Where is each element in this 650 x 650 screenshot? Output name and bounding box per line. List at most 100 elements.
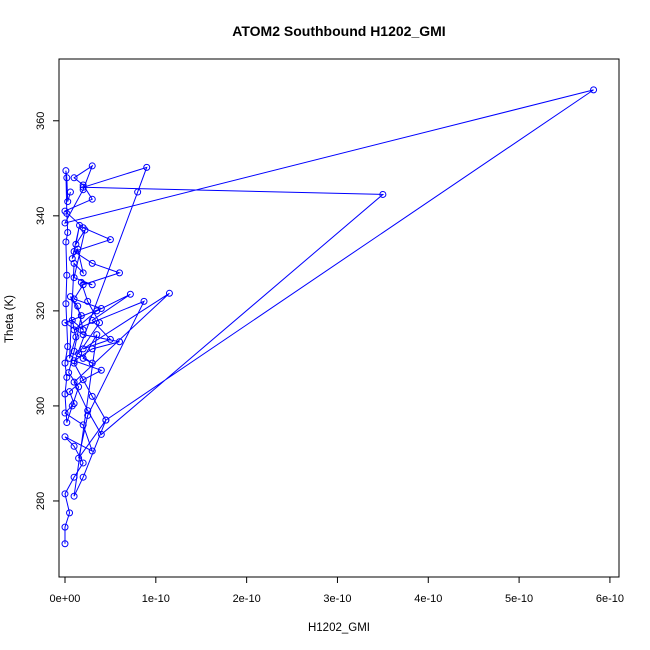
x-tick-label: 4e-10 xyxy=(414,593,442,605)
x-tick-label: 5e-10 xyxy=(505,593,533,605)
data-point xyxy=(66,293,74,301)
data-point xyxy=(62,167,70,175)
data-point xyxy=(79,376,87,384)
data-point xyxy=(70,326,78,334)
x-tick-label: 2e-10 xyxy=(233,593,261,605)
data-point xyxy=(77,312,85,320)
data-point xyxy=(115,269,123,277)
data-point xyxy=(74,245,82,253)
data-point xyxy=(64,228,72,236)
data-point xyxy=(66,188,74,196)
data-point xyxy=(61,219,69,227)
data-point xyxy=(93,331,101,339)
data-point xyxy=(79,326,87,334)
x-tick-label: 1e-10 xyxy=(142,593,170,605)
data-point xyxy=(96,319,104,327)
data-point xyxy=(88,281,96,289)
data-point xyxy=(88,359,96,367)
data-point xyxy=(68,316,76,324)
data-point xyxy=(79,459,87,467)
y-tick-label: 340 xyxy=(35,207,47,225)
data-point xyxy=(63,419,71,427)
data-point xyxy=(79,269,87,277)
data-point xyxy=(66,509,74,517)
data-point xyxy=(61,390,69,398)
data-point xyxy=(88,447,96,455)
data-point xyxy=(79,186,87,194)
data-point xyxy=(84,297,92,305)
data-point xyxy=(62,238,70,246)
data-point xyxy=(97,366,105,374)
data-point xyxy=(63,209,71,217)
x-tick-label: 0e+00 xyxy=(50,593,81,605)
data-point xyxy=(106,236,114,244)
data-point xyxy=(70,442,78,450)
data-point xyxy=(79,473,87,481)
data-point xyxy=(379,190,387,198)
data-point xyxy=(79,421,87,429)
data-point xyxy=(65,369,73,377)
series-line xyxy=(63,89,594,544)
y-tick-label: 320 xyxy=(35,302,47,320)
data-point xyxy=(97,430,105,438)
data-point xyxy=(79,345,87,353)
data-point xyxy=(70,359,78,367)
chart-title: ATOM2 Southbound H1202_GMI xyxy=(232,23,445,39)
data-point xyxy=(70,347,78,355)
y-tick-label: 360 xyxy=(35,112,47,130)
y-tick-label: 300 xyxy=(35,397,47,415)
data-point xyxy=(106,335,114,343)
x-axis: 0e+00 1e-10 2e-10 3e-10 4e-10 5e-10 6e-10 xyxy=(50,576,624,605)
data-point xyxy=(75,383,83,391)
data-point xyxy=(88,392,96,400)
data-point xyxy=(70,259,78,267)
data-point xyxy=(70,492,78,500)
data-point xyxy=(70,295,78,303)
data-point xyxy=(61,359,69,367)
data-point xyxy=(590,86,598,94)
y-axis-label: Theta (K) xyxy=(4,295,16,343)
data-point xyxy=(63,373,71,381)
series-layer xyxy=(61,86,598,548)
data-point xyxy=(143,163,151,171)
data-point xyxy=(77,278,85,286)
data-point xyxy=(75,454,83,462)
data-point xyxy=(79,331,87,339)
data-point xyxy=(79,183,87,191)
data-point xyxy=(81,226,89,234)
x-tick-label: 3e-10 xyxy=(323,593,351,605)
data-point xyxy=(66,354,74,362)
data-point xyxy=(70,473,78,481)
data-point xyxy=(134,188,142,196)
data-point xyxy=(63,174,71,182)
y-tick-label: 280 xyxy=(35,492,47,510)
data-point xyxy=(68,402,76,410)
data-point xyxy=(88,316,96,324)
data-point xyxy=(61,409,69,417)
x-axis-label: H1202_GMI xyxy=(308,622,370,634)
data-point xyxy=(165,289,173,297)
data-point xyxy=(84,411,92,419)
data-point xyxy=(61,490,69,498)
data-point xyxy=(61,540,69,548)
y-axis: 280 300 320 340 360 xyxy=(35,112,60,510)
data-point xyxy=(61,523,69,531)
data-point xyxy=(79,181,87,189)
data-point xyxy=(70,247,78,255)
data-point xyxy=(61,433,69,441)
data-point xyxy=(72,240,80,248)
data-point xyxy=(115,338,123,346)
data-point xyxy=(93,307,101,315)
data-point xyxy=(79,354,87,362)
data-point xyxy=(102,416,110,424)
data-point xyxy=(74,302,82,310)
data-point xyxy=(62,300,70,308)
data-point xyxy=(76,221,84,229)
data-point xyxy=(64,198,72,206)
data-point xyxy=(70,378,78,386)
data-point xyxy=(61,319,69,327)
data-point xyxy=(64,343,72,351)
data-point xyxy=(63,271,71,279)
data-point xyxy=(140,297,148,305)
